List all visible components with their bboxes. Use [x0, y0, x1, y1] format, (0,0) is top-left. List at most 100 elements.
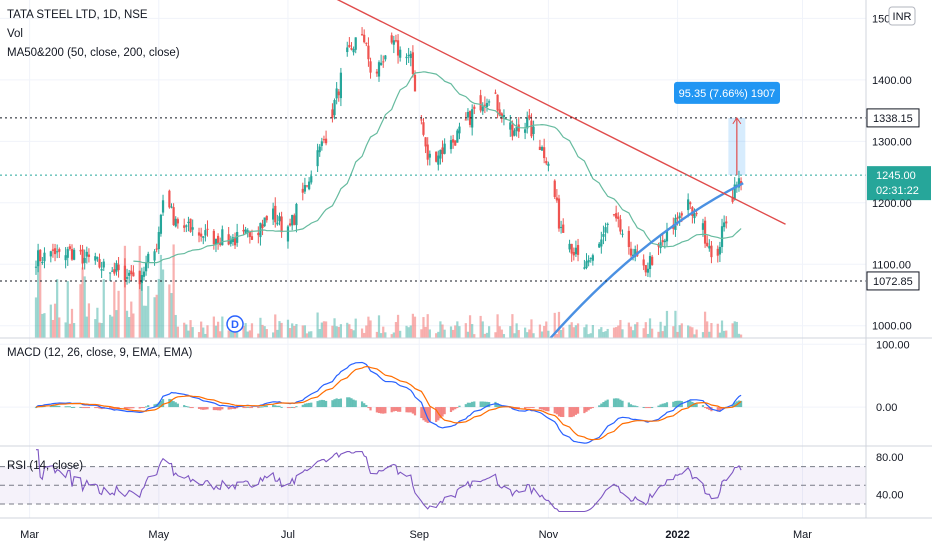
volume-bar — [157, 278, 160, 338]
volume-bar — [665, 310, 669, 338]
volume-bar — [263, 326, 266, 338]
volume-bar — [202, 327, 205, 338]
volume-bar — [111, 316, 114, 338]
volume-bar — [227, 330, 230, 338]
volume-bar — [280, 322, 283, 338]
candle-body — [725, 221, 728, 224]
volume-bar — [479, 315, 482, 338]
volume-bar — [517, 330, 520, 338]
volume-bar — [557, 311, 561, 338]
candle-body — [532, 126, 535, 134]
candle-body — [360, 34, 364, 36]
time-tick-label: Mar — [20, 529, 39, 541]
volume-bar — [168, 284, 171, 338]
macd-line — [35, 361, 742, 444]
macd-histogram — [34, 397, 743, 423]
macd-hist-bar — [557, 407, 561, 417]
volume-bar — [485, 332, 489, 338]
macd-hist-bar — [168, 398, 171, 408]
candle-body — [310, 176, 313, 183]
macd-hist-bar — [731, 404, 734, 408]
candle-body — [64, 255, 67, 261]
macd-hist-bar — [250, 407, 254, 409]
candle-body — [219, 242, 222, 245]
volume-bar — [629, 326, 633, 338]
candle-body — [172, 207, 175, 226]
volume-bar — [481, 321, 484, 338]
macd-hist-bar — [739, 400, 743, 408]
measure-label-box — [674, 81, 780, 104]
macd-hist-bar — [231, 407, 235, 409]
volume-bar — [276, 329, 279, 338]
candle-body — [452, 139, 455, 143]
volume-bar — [185, 324, 188, 338]
time-tick-label: Jul — [281, 529, 295, 541]
macd-hist-bar — [310, 402, 313, 408]
volume-bar — [390, 334, 393, 338]
candle-body — [216, 235, 220, 244]
rsi-band — [0, 466, 866, 505]
candle-body — [481, 106, 484, 112]
candle-body — [553, 180, 556, 197]
candle-body — [621, 233, 624, 235]
candle-body — [98, 259, 101, 268]
volume-bar — [49, 304, 52, 338]
macd-hist-bar — [568, 407, 571, 418]
macd-hist-bar — [543, 407, 546, 411]
candle-body — [56, 251, 59, 253]
macd-hist-bar — [301, 404, 304, 408]
macd-hist-bar — [644, 407, 647, 409]
candle-body — [168, 190, 171, 208]
macd-hist-bar — [236, 407, 239, 409]
price-tick-label: 1100.00 — [872, 259, 911, 271]
volume-bar — [426, 314, 429, 338]
volume-bar — [496, 314, 499, 338]
macd-hist-bar — [153, 404, 156, 408]
macd-hist-bar — [452, 407, 455, 411]
candle-body — [183, 225, 186, 228]
volume-bar — [487, 326, 491, 338]
volume-bar — [51, 319, 55, 338]
candle-body — [720, 226, 724, 247]
candle-body — [375, 71, 379, 74]
price-tick-label: 1000.00 — [872, 321, 912, 333]
macd-hist-bar — [369, 407, 372, 411]
volume-bar — [189, 320, 192, 338]
candle-body — [496, 94, 499, 111]
candle-body — [227, 234, 230, 245]
macd-hist-bar — [233, 407, 237, 410]
macd-hist-bar — [602, 402, 605, 408]
macd-hist-bar — [64, 406, 67, 408]
volume-bar — [144, 305, 148, 338]
macd-hist-bar — [676, 400, 679, 408]
candle-body — [680, 213, 683, 216]
volume-bar — [130, 301, 133, 338]
volume-bar — [295, 324, 298, 338]
volume-bar — [621, 329, 624, 338]
volume-bar — [96, 307, 99, 338]
volume-bar — [291, 323, 294, 338]
macd-hist-bar — [219, 407, 222, 411]
candle-body — [409, 53, 412, 58]
volume-bar — [602, 331, 605, 338]
macd-hist-bar — [354, 400, 357, 408]
candle-body — [305, 185, 309, 187]
volume-bar — [530, 319, 533, 338]
candle-body — [303, 185, 307, 192]
macd-hist-bar — [320, 399, 323, 408]
macd-hist-bar — [286, 407, 290, 409]
candle-body — [598, 243, 601, 248]
currency-button[interactable] — [888, 6, 916, 26]
volume-bar — [352, 330, 355, 338]
volume-bar — [293, 325, 296, 338]
candle-body — [706, 242, 709, 247]
candle-body — [322, 139, 326, 141]
candle-body — [85, 251, 88, 257]
volume-bar — [691, 327, 694, 338]
candle-body — [585, 261, 588, 268]
volume-bar — [197, 332, 201, 338]
candle-body — [574, 247, 578, 255]
candle-body — [390, 35, 393, 43]
volume-bar — [615, 327, 618, 338]
